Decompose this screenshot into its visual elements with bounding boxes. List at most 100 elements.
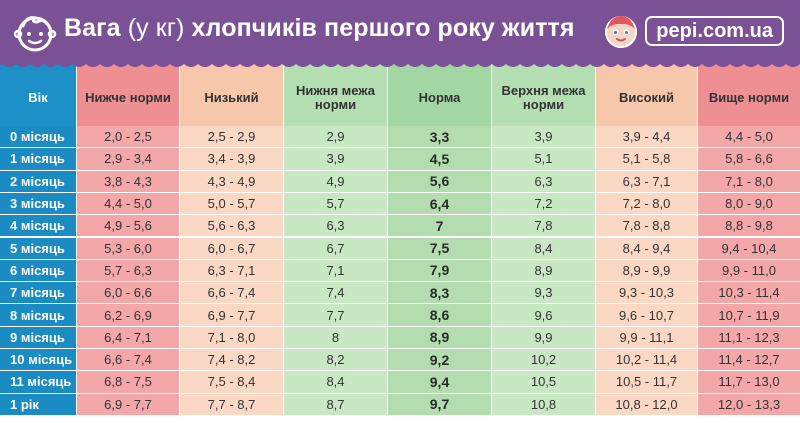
- cell-above-norm: 11,7 - 13,0: [698, 371, 800, 394]
- column-header-high: Високий: [596, 64, 697, 126]
- cell-age: 10 місяць: [0, 349, 76, 372]
- cell-above-norm: 11,1 - 12,3: [698, 326, 800, 349]
- cell-upper-bound: 8,4: [492, 237, 595, 260]
- cell-upper-bound: 7,2: [492, 192, 595, 216]
- baby-face-icon: [13, 16, 57, 52]
- cell-below-norm: 4,9 - 5,6: [77, 215, 179, 238]
- cell-lower-bound: 5,7: [284, 192, 387, 216]
- title-unit: (у кг): [127, 14, 185, 42]
- cell-age: 1 рік: [0, 393, 76, 416]
- column-header-age: Вік: [0, 64, 76, 126]
- title-banner: Вага (у кг) хлопчиків першого року життя…: [0, 0, 800, 64]
- cell-lower-bound: 6,7: [284, 237, 387, 260]
- cell-high: 7,2 - 8,0: [596, 192, 697, 216]
- cell-low: 4,3 - 4,9: [180, 170, 283, 193]
- cell-above-norm: 8,0 - 9,0: [698, 192, 800, 216]
- cell-norm: 9,4: [388, 371, 491, 394]
- cell-lower-bound: 3,9: [284, 148, 387, 171]
- cell-high: 3,9 - 4,4: [596, 126, 697, 149]
- title-bold: Вага: [64, 14, 121, 42]
- cell-lower-bound: 8,2: [284, 349, 387, 372]
- cell-norm: 4,5: [388, 148, 491, 171]
- cell-upper-bound: 9,6: [492, 304, 595, 327]
- cell-lower-bound: 8,4: [284, 371, 387, 394]
- cell-age: 2 місяць: [0, 170, 76, 193]
- cell-age: 9 місяць: [0, 326, 76, 349]
- cell-above-norm: 4,4 - 5,0: [698, 126, 800, 149]
- cell-lower-bound: 8,7: [284, 393, 387, 416]
- cell-upper-bound: 9,9: [492, 326, 595, 349]
- cell-below-norm: 6,0 - 6,6: [77, 282, 179, 305]
- wave-path: [0, 58, 800, 67]
- cell-low: 5,6 - 6,3: [180, 215, 283, 238]
- cell-low: 6,0 - 6,7: [180, 237, 283, 260]
- cell-age: 7 місяць: [0, 282, 76, 305]
- cell-lower-bound: 7,4: [284, 282, 387, 305]
- cell-lower-bound: 6,3: [284, 215, 387, 238]
- cell-below-norm: 4,4 - 5,0: [77, 192, 179, 216]
- cell-low: 5,0 - 5,7: [180, 192, 283, 216]
- cell-age: 1 місяць: [0, 148, 76, 171]
- cell-age: 8 місяць: [0, 304, 76, 327]
- cell-lower-bound: 4,9: [284, 170, 387, 193]
- cell-norm: 3,3: [388, 126, 491, 149]
- cell-above-norm: 7,1 - 8,0: [698, 170, 800, 193]
- cell-above-norm: 8,8 - 9,8: [698, 215, 800, 238]
- cell-age: 11 місяць: [0, 371, 76, 394]
- cell-high: 10,5 - 11,7: [596, 371, 697, 394]
- column-header-upper-bound: Верхня межа норми: [492, 64, 595, 126]
- cell-low: 7,4 - 8,2: [180, 349, 283, 372]
- cell-upper-bound: 8,9: [492, 259, 595, 283]
- cell-above-norm: 10,3 - 11,4: [698, 282, 800, 305]
- cell-below-norm: 5,7 - 6,3: [77, 259, 179, 283]
- cell-upper-bound: 10,2: [492, 349, 595, 372]
- cell-age: 5 місяць: [0, 237, 76, 260]
- cell-age: 3 місяць: [0, 192, 76, 216]
- banner-wave-edge: [0, 58, 800, 67]
- cell-norm: 6,4: [388, 192, 491, 216]
- cell-above-norm: 9,9 - 11,0: [698, 259, 800, 283]
- cell-below-norm: 6,6 - 7,4: [77, 349, 179, 372]
- cell-low: 7,1 - 8,0: [180, 326, 283, 349]
- cell-high: 9,9 - 11,1: [596, 326, 697, 349]
- cell-lower-bound: 8: [284, 326, 387, 349]
- cell-high: 5,1 - 5,8: [596, 148, 697, 171]
- cell-below-norm: 6,4 - 7,1: [77, 326, 179, 349]
- cell-below-norm: 5,3 - 6,0: [77, 237, 179, 260]
- weight-table: Вік Нижче норми Низький Нижня межа норми Нор…: [0, 64, 800, 423]
- cell-high: 6,3 - 7,1: [596, 170, 697, 193]
- column-header-low: Низький: [180, 64, 283, 126]
- page-title: Вага (у кг) хлопчиків першого року життя: [64, 14, 575, 43]
- cell-norm: 9,2: [388, 349, 491, 372]
- cell-upper-bound: 3,9: [492, 126, 595, 149]
- cell-above-norm: 9,4 - 10,4: [698, 237, 800, 260]
- cell-high: 8,4 - 9,4: [596, 237, 697, 260]
- cell-low: 2,5 - 2,9: [180, 126, 283, 149]
- cell-high: 10,8 - 12,0: [596, 393, 697, 416]
- cell-low: 7,5 - 8,4: [180, 371, 283, 394]
- cell-below-norm: 2,0 - 2,5: [77, 126, 179, 149]
- cell-high: 9,6 - 10,7: [596, 304, 697, 327]
- cell-upper-bound: 6,3: [492, 170, 595, 193]
- cell-below-norm: 6,8 - 7,5: [77, 371, 179, 394]
- baby-doll-icon: [605, 16, 638, 48]
- cell-norm: 5,6: [388, 170, 491, 193]
- cell-above-norm: 10,7 - 11,9: [698, 304, 800, 327]
- cell-below-norm: 3,8 - 4,3: [77, 170, 179, 193]
- brand[interactable]: pepi.com.ua: [603, 13, 784, 49]
- cell-above-norm: 5,8 - 6,6: [698, 148, 800, 171]
- cell-norm: 9,7: [388, 393, 491, 416]
- brand-label[interactable]: pepi.com.ua: [645, 16, 784, 46]
- cell-norm: 7: [388, 215, 491, 238]
- cell-upper-bound: 5,1: [492, 148, 595, 171]
- cell-norm: 8,3: [388, 282, 491, 305]
- cell-low: 6,9 - 7,7: [180, 304, 283, 327]
- cell-high: 10,2 - 11,4: [596, 349, 697, 372]
- cell-age: 6 місяць: [0, 259, 76, 283]
- cell-low: 3,4 - 3,9: [180, 148, 283, 171]
- cell-lower-bound: 7,1: [284, 259, 387, 283]
- cell-below-norm: 6,2 - 6,9: [77, 304, 179, 327]
- cell-upper-bound: 10,8: [492, 393, 595, 416]
- cell-norm: 7,5: [388, 237, 491, 260]
- cell-upper-bound: 10,5: [492, 371, 595, 394]
